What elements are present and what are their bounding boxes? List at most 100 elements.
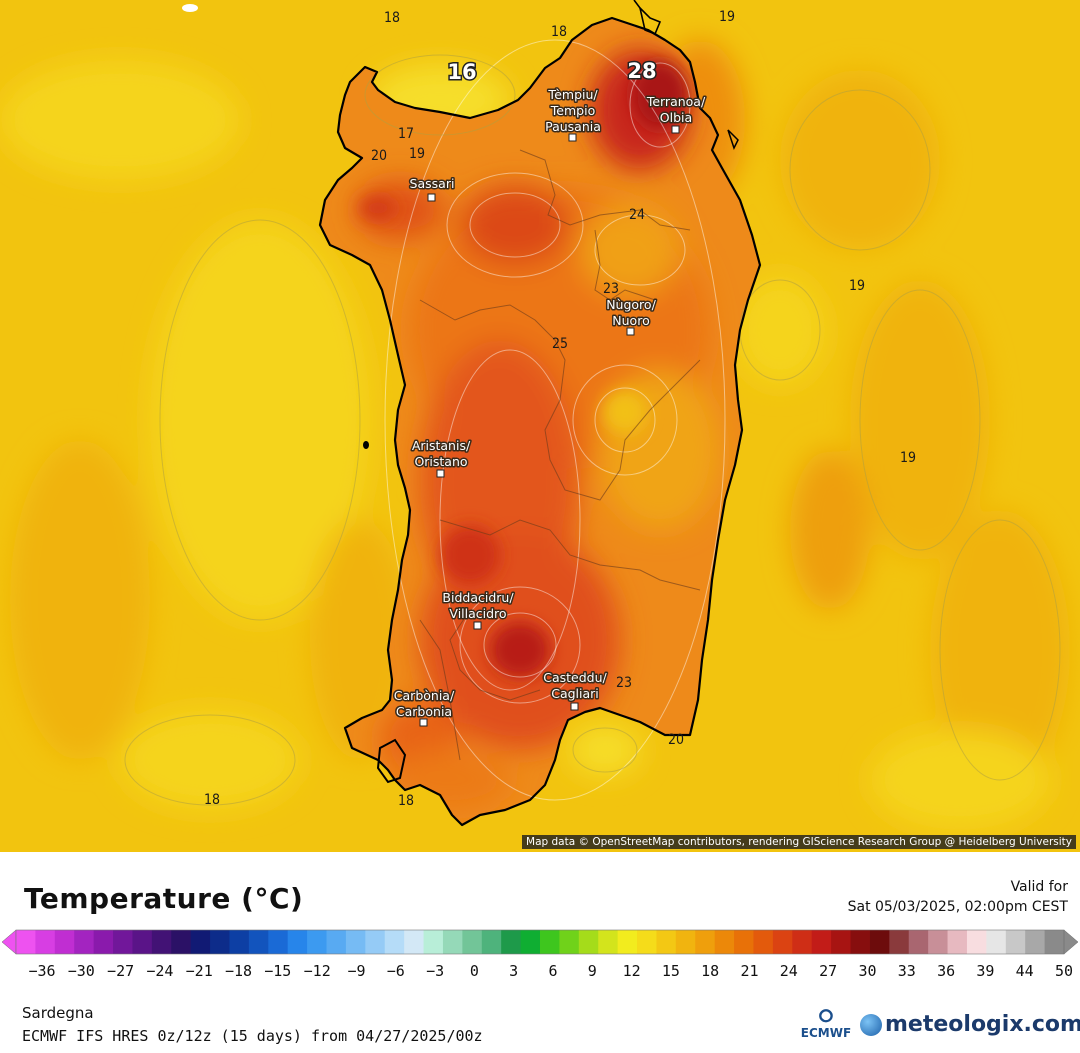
scale-swatch — [345, 930, 366, 954]
iso-label: 25 — [552, 336, 568, 352]
iso-label: 20 — [371, 148, 387, 164]
scale-tick-label: −18 — [224, 962, 253, 980]
city-oristano-line1: Aristanis/ — [412, 438, 471, 453]
iso-label: 19 — [900, 450, 916, 466]
city-olbia-line1: Terranoa/ — [646, 94, 706, 109]
city-sassari: Sassari — [410, 176, 455, 191]
map-canvas: Tèmpiu/ Tempio Pausania Terranoa/ Olbia … — [0, 0, 1080, 852]
scale-swatch — [850, 930, 871, 954]
scale-swatch — [695, 930, 716, 954]
marker-olbia[interactable] — [671, 125, 680, 134]
marker-nuoro[interactable] — [626, 327, 635, 336]
scale-outline — [15, 929, 1065, 955]
island-corsica-tip — [182, 4, 198, 12]
scale-swatch — [287, 930, 308, 954]
map-attribution[interactable]: Map data © OpenStreetMap contributors, r… — [522, 835, 1076, 849]
scale-tick-label: 27 — [819, 962, 838, 980]
scale-arrow-low — [1, 929, 17, 955]
marker-carbonia[interactable] — [419, 718, 428, 727]
scale-tick-label: 36 — [937, 962, 956, 980]
legend-title: Temperature (°C) — [24, 882, 304, 915]
city-markers — [419, 125, 680, 727]
scale-swatch — [772, 930, 793, 954]
marker-oristano[interactable] — [436, 469, 445, 478]
scale-tick-label: 18 — [701, 962, 720, 980]
scale-swatch — [326, 930, 347, 954]
max-temp-value: 28 — [627, 59, 656, 83]
color-scale-ticks: −36 −30 −27 −24 −21 −18 −15 −12 −9 −6 −3 0 3 6 9 12 15 18… — [0, 962, 1080, 986]
scale-swatch — [74, 930, 95, 954]
scale-swatch — [986, 930, 1007, 954]
scale-swatch — [617, 930, 638, 954]
scale-swatch — [423, 930, 444, 954]
scale-swatch — [442, 930, 463, 954]
scale-tick-label: 21 — [740, 962, 759, 980]
scale-swatch — [792, 930, 813, 954]
scale-swatch — [889, 930, 910, 954]
scale-tick-label: −36 — [28, 962, 56, 980]
valid-for-label: Valid for — [1010, 879, 1068, 895]
scale-swatch — [656, 930, 677, 954]
scale-swatch — [1044, 930, 1065, 954]
scale-swatch — [966, 930, 987, 954]
iso-label: 18 — [384, 10, 400, 26]
scale-swatch — [54, 930, 75, 954]
scale-tick-label: 15 — [661, 962, 680, 980]
scale-swatch — [248, 930, 269, 954]
scale-swatch — [190, 930, 211, 954]
ecmwf-logo[interactable]: ⭘ ECMWF — [796, 1008, 856, 1041]
island-tavolara — [727, 129, 739, 150]
iso-label: 19 — [849, 278, 865, 294]
globe-icon — [860, 1013, 882, 1036]
scale-tick-label: 0 — [469, 962, 479, 980]
scale-tick-label: −24 — [146, 962, 174, 980]
scale-swatch — [1025, 930, 1046, 954]
iso-label: 18 — [398, 793, 414, 809]
scale-swatch — [753, 930, 774, 954]
scale-swatch — [869, 930, 890, 954]
scale-tick-label: −21 — [185, 962, 213, 980]
region-name: Sardegna — [22, 1004, 94, 1022]
scale-swatch — [113, 930, 134, 954]
iso-label: 18 — [551, 24, 567, 40]
temperature-map[interactable]: Tèmpiu/ Tempio Pausania Terranoa/ Olbia … — [0, 0, 1080, 852]
brand-name: meteologix.com — [885, 1012, 1080, 1037]
city-tempio-line3: Pausania — [545, 119, 601, 134]
meteologix-logo[interactable]: meteologix.com — [860, 1012, 1080, 1037]
scale-swatch — [404, 930, 425, 954]
marker-tempio[interactable] — [568, 133, 577, 142]
scale-swatch — [307, 930, 328, 954]
color-scale-bar — [1, 929, 1079, 955]
scale-swatch — [928, 930, 949, 954]
iso-label: 20 — [668, 732, 684, 748]
scale-swatch — [210, 930, 231, 954]
island-mal-di-ventre — [363, 441, 369, 449]
model-run-info: ECMWF IFS HRES 0z/12z (15 days) from 04/… — [22, 1027, 483, 1045]
sardinia-coastline — [318, 16, 762, 827]
marker-villacidro[interactable] — [473, 621, 482, 630]
scale-swatch — [831, 930, 852, 954]
scale-swatch — [811, 930, 832, 954]
scale-swatch — [540, 930, 561, 954]
city-labels: Tèmpiu/ Tempio Pausania Terranoa/ Olbia … — [392, 86, 707, 721]
island-maddalena — [638, 5, 662, 36]
iso-label: 23 — [603, 281, 619, 297]
city-tempio-line1: Tèmpiu/ — [547, 87, 598, 102]
city-oristano-line2: Oristano — [414, 454, 467, 469]
scale-swatch — [559, 930, 580, 954]
scale-swatch — [598, 930, 619, 954]
scale-swatch — [171, 930, 192, 954]
scale-swatch — [675, 930, 696, 954]
scale-tick-label: 6 — [548, 962, 558, 980]
city-cagliari-line1: Casteddu/ — [543, 670, 607, 685]
iso-label: 24 — [629, 207, 645, 223]
iso-label: 17 — [398, 126, 414, 142]
city-tempio-line2: Tempio — [550, 103, 595, 118]
city-villacidro-line2: Villacidro — [449, 606, 506, 621]
scale-swatch — [501, 930, 522, 954]
marker-sassari[interactable] — [427, 193, 436, 202]
scale-tick-label: −6 — [386, 962, 405, 980]
province-borders — [419, 149, 701, 761]
scale-swatch — [268, 930, 289, 954]
marker-cagliari[interactable] — [570, 702, 579, 711]
